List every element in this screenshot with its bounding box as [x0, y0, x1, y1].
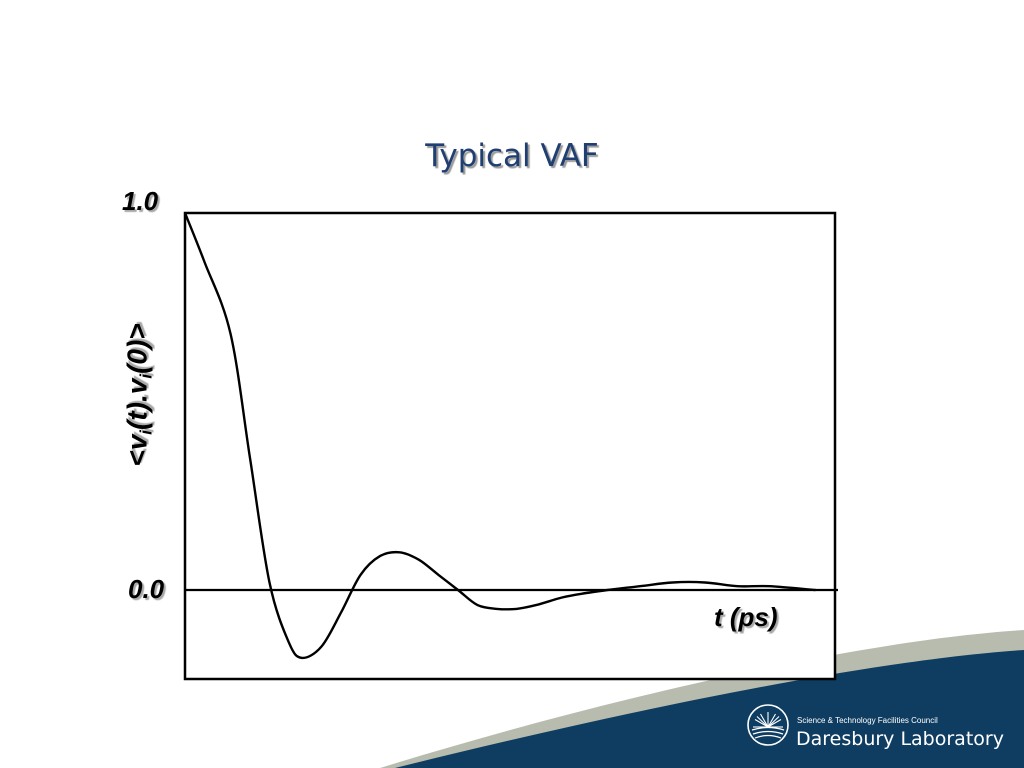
y-tick-label-top: 1.0	[122, 186, 159, 216]
vaf-series-line-0	[183, 212, 816, 660]
footer-band-dark	[395, 650, 1024, 768]
plot-frame	[183, 211, 837, 681]
slide-title: Typical VAF	[425, 138, 599, 174]
series-layer	[183, 212, 816, 660]
y-label-sub-1: i	[136, 429, 156, 435]
x-axis-label: t (ps)	[714, 602, 778, 632]
y-label-part-3: (0)>	[121, 323, 153, 374]
y-axis-label: <vi(t).vi(0)>	[122, 323, 157, 466]
brand-lab-text: Daresbury Laboratory	[796, 728, 1004, 750]
y-tick-label-zero: 0.0	[128, 574, 165, 604]
sunburst-logo-icon	[747, 704, 789, 746]
y-label-part-2: (t).v	[121, 378, 153, 430]
y-label-sub-2: i	[136, 373, 156, 379]
y-label-part-1: <v	[121, 434, 153, 467]
brand-council-text: Science & Technology Facilities Council	[797, 716, 938, 725]
